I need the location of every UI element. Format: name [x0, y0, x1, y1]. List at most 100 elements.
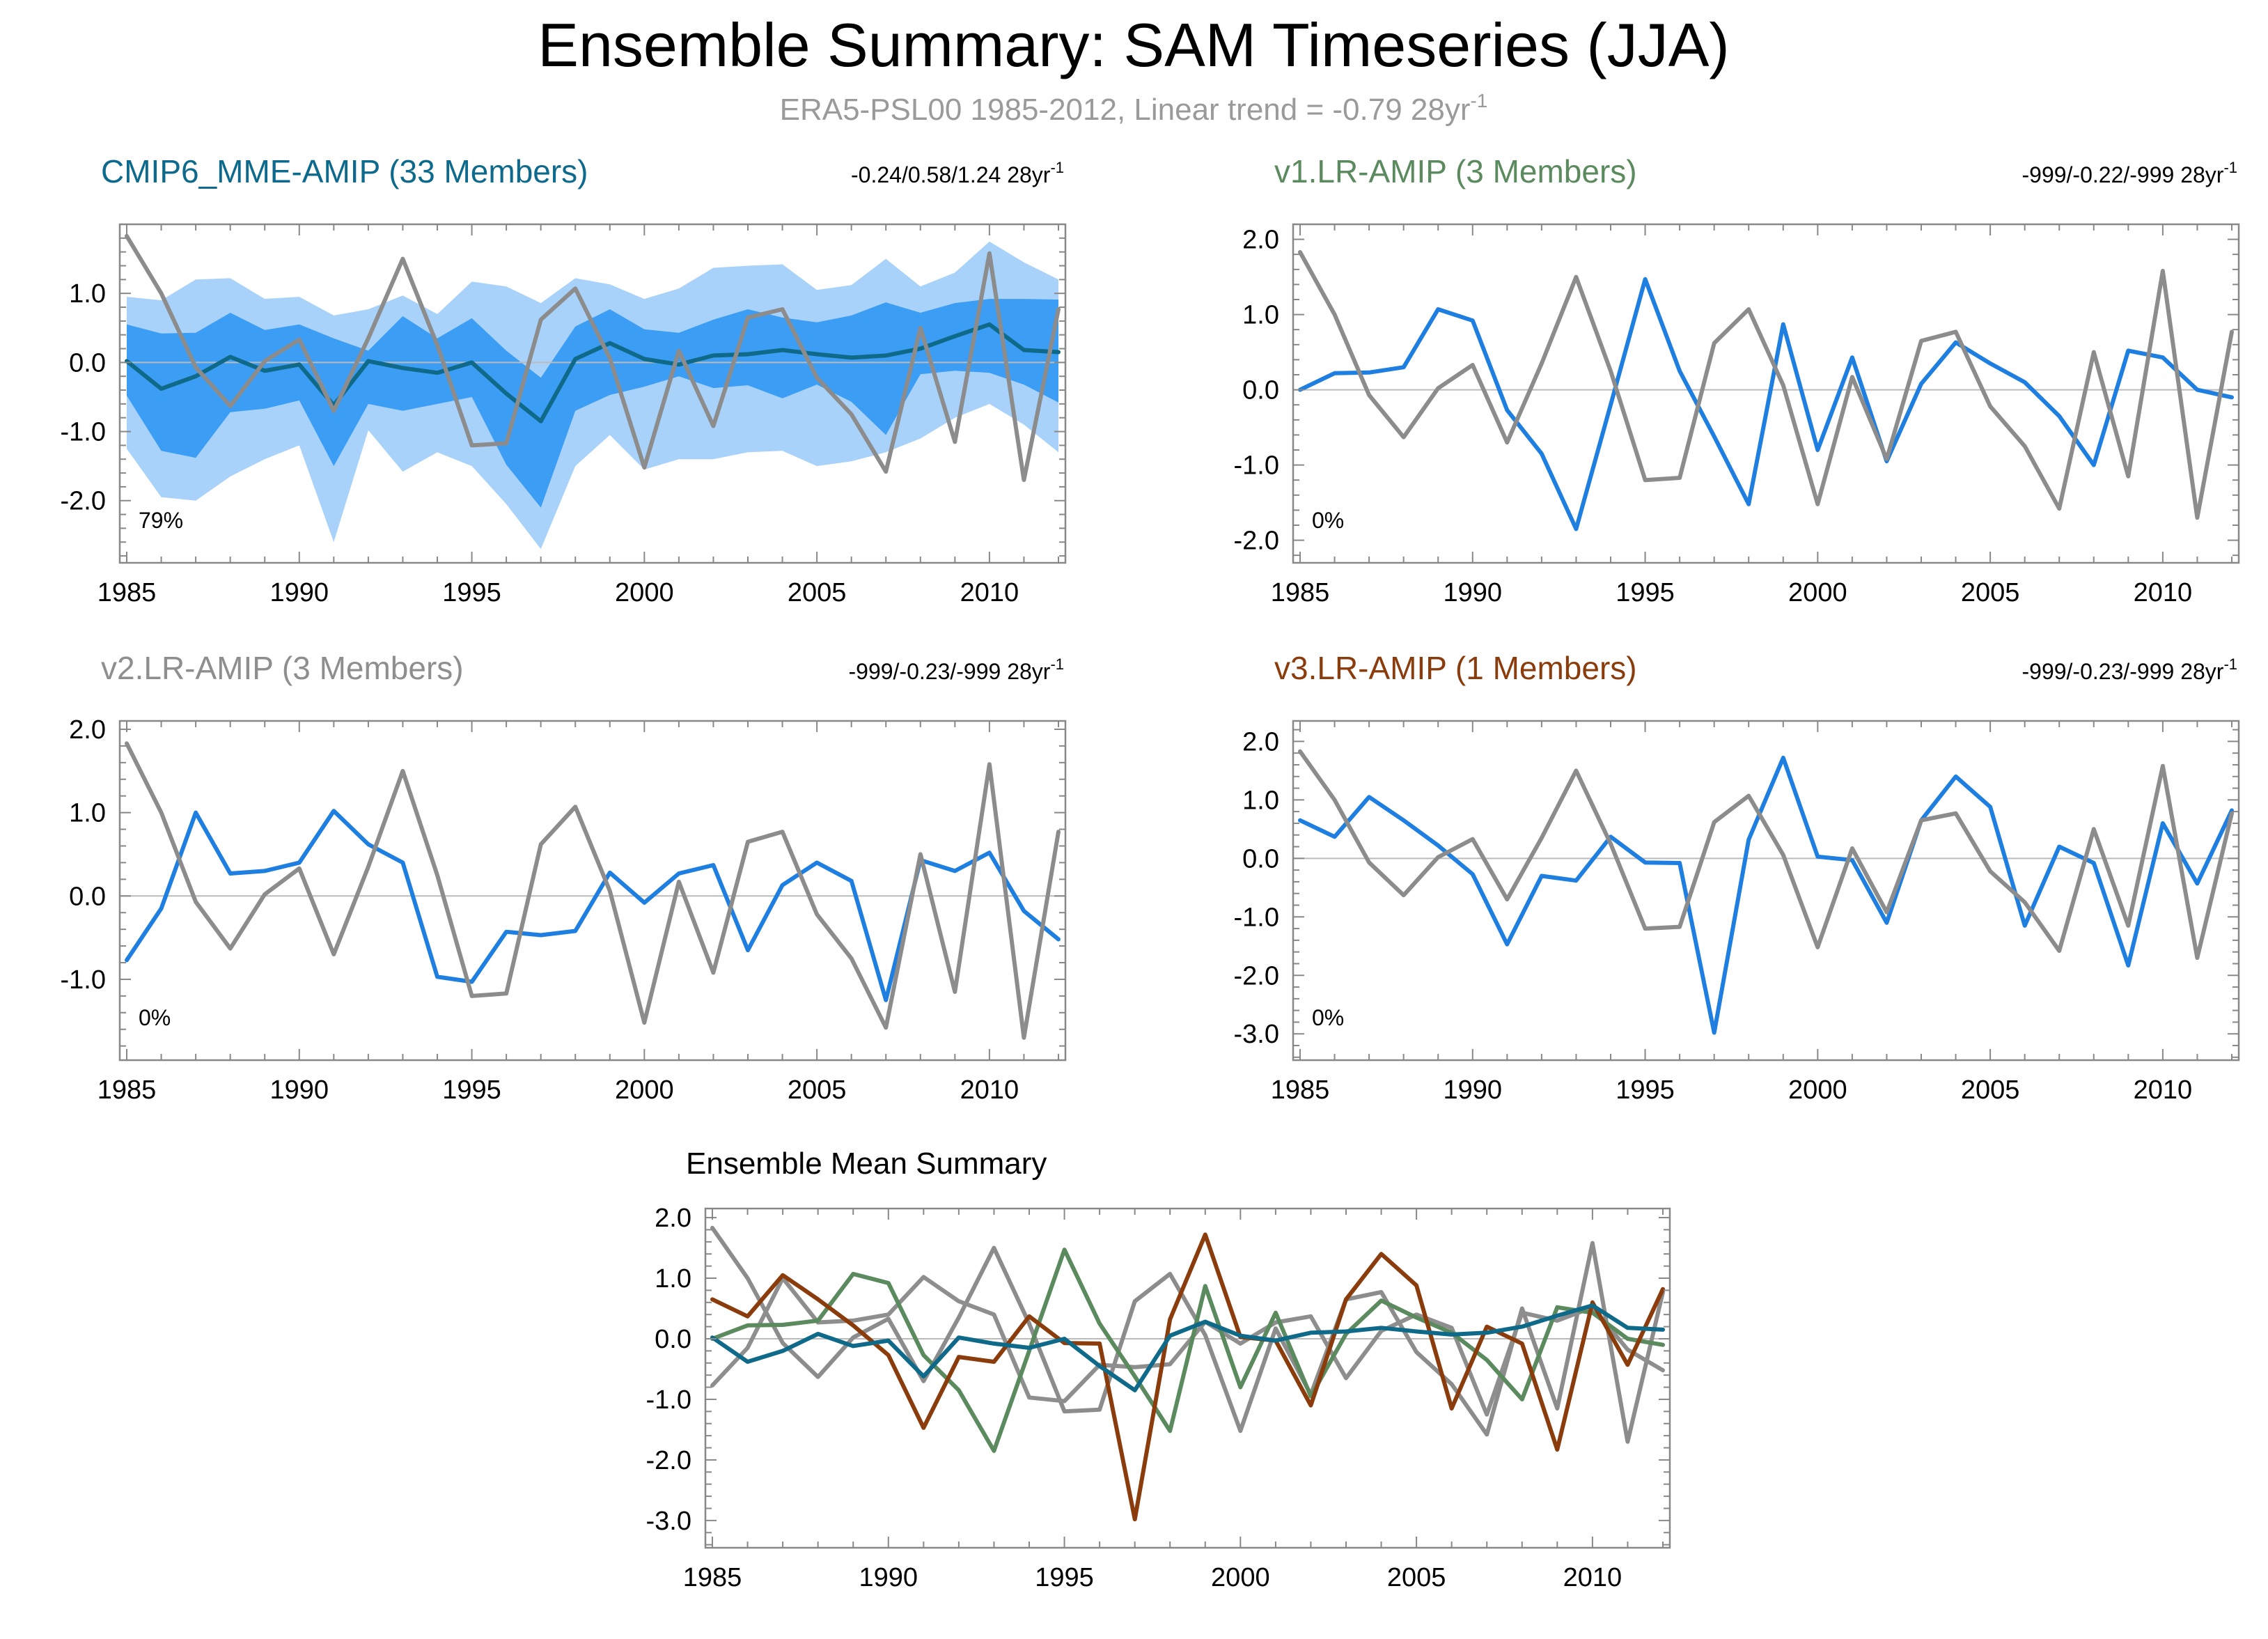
y-tick-label: 0.0	[69, 348, 106, 378]
y-tick-label: 1.0	[69, 799, 106, 828]
plot-area-mme	[120, 233, 1065, 550]
series-line-v2-lr-amip	[710, 1275, 1665, 1417]
panel-title-v2: v2.LR-AMIP (3 Members)	[101, 650, 464, 686]
series-line-era5-psl00	[1298, 250, 2234, 520]
x-tick-label: 2005	[788, 1075, 847, 1105]
panel-title-mme: CMIP6_MME-AMIP (33 Members)	[101, 153, 588, 189]
panel-v3: v3.LR-AMIP (1 Members) -999/-0.23/-999 28…	[1234, 650, 2240, 1105]
y-tick-label: 0.0	[1242, 844, 1279, 873]
plot-frame	[118, 223, 1067, 564]
y-tick-label: -2.0	[1234, 527, 1279, 556]
x-tick-label: 2000	[1788, 1075, 1847, 1105]
series-line-v2-lr-amip-ensemble-mean	[125, 809, 1061, 1002]
figure-subtitle-superscript: -1	[1470, 90, 1487, 111]
plot-area-summary	[705, 1225, 1670, 1522]
y-tick-label: 0.0	[69, 882, 106, 911]
x-tick-label: 1995	[1035, 1563, 1094, 1592]
x-tick-label: 1985	[97, 1075, 157, 1105]
series-line-era5-psl00	[1298, 749, 2234, 961]
percent-label-mme: 79%	[139, 508, 183, 533]
series-line-era5-psl00	[125, 233, 1061, 482]
series-line-cmip6-mme-amip	[710, 1303, 1665, 1392]
y-tick-label: -1.0	[1234, 451, 1279, 481]
x-tick-label: 2005	[1387, 1563, 1446, 1592]
trend-text: -0.24/0.58/1.24 28yr	[851, 162, 1051, 187]
y-tick-label: 1.0	[1242, 301, 1279, 330]
y-tick-label: 2.0	[1242, 727, 1279, 756]
y-tick-label: -3.0	[1234, 1020, 1279, 1049]
x-tick-label: 1990	[270, 578, 329, 607]
plot-frame	[1292, 223, 2240, 564]
panel-v1: v1.LR-AMIP (3 Members) -999/-0.22/-999 28…	[1234, 153, 2240, 607]
y-tick-label: -1.0	[646, 1385, 691, 1415]
trend-superscript: -1	[1050, 655, 1064, 673]
y-tick-label: 0.0	[1242, 376, 1279, 405]
plot-area-v1	[1293, 250, 2239, 531]
x-tick-label: 2010	[960, 578, 1019, 607]
trend-label-v3: -999/-0.23/-999 28yr-1	[2021, 655, 2237, 684]
plot-frame	[1292, 720, 2240, 1062]
x-tick-label: 1990	[859, 1563, 918, 1592]
x-tick-label: 1985	[683, 1563, 742, 1592]
series-line-v1-lr-amip	[710, 1248, 1665, 1453]
y-tick-label: -3.0	[646, 1507, 691, 1536]
figure-title: Ensemble Summary: SAM Timeseries (JJA)	[538, 10, 1730, 79]
series-line-cmip6-mme-amip-ensemble-mean	[125, 322, 1061, 424]
trend-text: -999/-0.23/-999 28yr	[2021, 659, 2223, 684]
series-line-v1-lr-amip-ensemble-mean	[1298, 277, 2234, 531]
x-tick-label: 2010	[2134, 1075, 2193, 1105]
figure-subtitle: ERA5-PSL00 1985-2012, Linear trend = -0.…	[780, 90, 1488, 127]
x-tick-label: 1990	[1444, 578, 1503, 607]
x-tick-label: 2005	[788, 578, 847, 607]
x-tick-label: 1985	[97, 578, 157, 607]
figure-subtitle-text: ERA5-PSL00 1985-2012, Linear trend = -0.…	[780, 93, 1471, 127]
percent-label-v3: 0%	[1312, 1005, 1344, 1030]
x-tick-label: 1985	[1271, 578, 1330, 607]
x-tick-label: 2005	[1961, 578, 2020, 607]
y-tick-label: 2.0	[1242, 226, 1279, 255]
y-tick-label: 2.0	[69, 715, 106, 745]
x-tick-label: 2010	[960, 1075, 1019, 1105]
plot-area-v2	[120, 741, 1065, 1040]
plot-area-v3	[1293, 749, 2239, 1035]
y-tick-label: 0.0	[655, 1325, 691, 1354]
spread-band-inner	[127, 299, 1058, 508]
x-tick-label: 2000	[615, 578, 674, 607]
percent-label-v1: 0%	[1312, 508, 1344, 533]
trend-label-v2: -999/-0.23/-999 28yr-1	[848, 655, 1064, 684]
series-line-v3-lr-amip	[710, 1232, 1665, 1522]
trend-superscript: -1	[1050, 159, 1064, 176]
y-tick-label: -1.0	[61, 965, 106, 995]
x-tick-label: 1995	[442, 578, 501, 607]
trend-superscript: -1	[2223, 655, 2237, 673]
y-tick-label: 1.0	[1242, 786, 1279, 815]
x-tick-label: 1995	[1616, 578, 1675, 607]
series-line-v3-lr-amip	[1298, 755, 2234, 1035]
percent-label-v2: 0%	[139, 1005, 171, 1030]
y-tick-label: -1.0	[61, 418, 106, 447]
x-tick-label: 1995	[442, 1075, 501, 1105]
x-tick-label: 1995	[1616, 1075, 1675, 1105]
trend-superscript: -1	[2223, 159, 2237, 176]
x-tick-label: 1990	[1444, 1075, 1503, 1105]
plot-frame	[118, 720, 1067, 1062]
panel-v2: v2.LR-AMIP (3 Members) -999/-0.23/-999 28…	[61, 650, 1067, 1105]
y-tick-label: 1.0	[655, 1264, 691, 1294]
x-tick-label: 2010	[1563, 1563, 1622, 1592]
x-tick-label: 1985	[1271, 1075, 1330, 1105]
y-tick-label: 2.0	[655, 1204, 691, 1233]
x-tick-label: 2005	[1961, 1075, 2020, 1105]
series-line-era5-psl00	[125, 741, 1061, 1040]
y-tick-label: -1.0	[1234, 903, 1279, 932]
plot-frame	[704, 1207, 1671, 1549]
panel-mme: CMIP6_MME-AMIP (33 Members) -0.24/0.58/1.…	[61, 153, 1067, 607]
y-tick-label: 1.0	[69, 279, 106, 309]
y-tick-label: -2.0	[1234, 961, 1279, 991]
y-tick-label: -2.0	[646, 1446, 691, 1475]
panel-summary: Ensemble Mean Summary 1985 1990 1995 2000 200…	[646, 1147, 1671, 1592]
x-tick-label: 2000	[615, 1075, 674, 1105]
panel-title-v1: v1.LR-AMIP (3 Members)	[1274, 153, 1637, 189]
panel-title-summary: Ensemble Mean Summary	[686, 1147, 1047, 1181]
panel-title-v3: v3.LR-AMIP (1 Members)	[1274, 650, 1637, 686]
